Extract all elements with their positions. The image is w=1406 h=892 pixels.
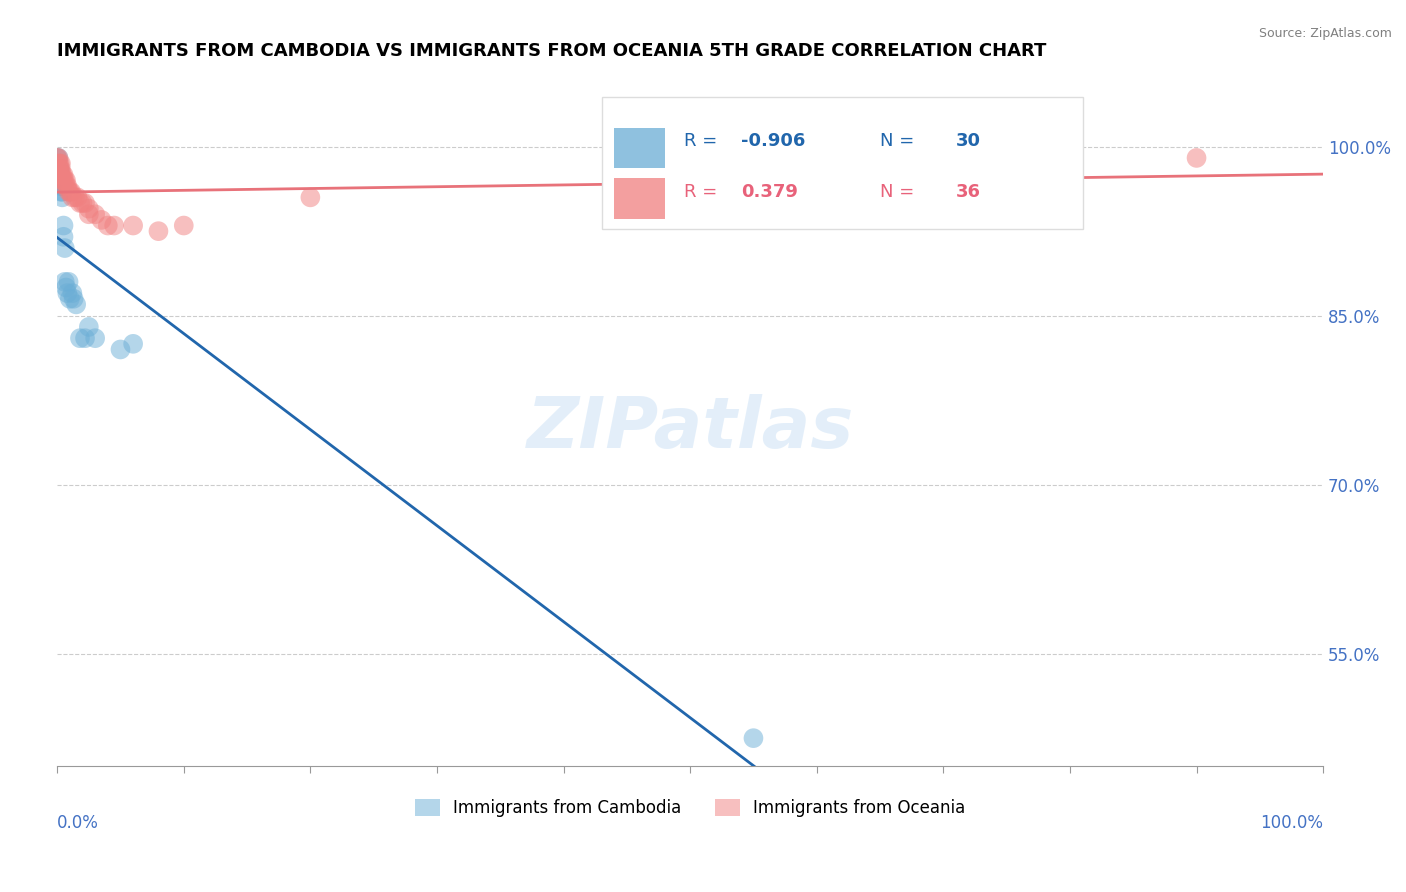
Immigrants from Oceania	[60, 190, 83, 204]
Immigrants from Cambodia	[73, 331, 96, 345]
Immigrants from Oceania	[122, 219, 145, 233]
Immigrants from Cambodia	[48, 151, 70, 165]
Text: R =: R =	[683, 132, 723, 150]
Immigrants from Cambodia	[65, 297, 87, 311]
Immigrants from Cambodia	[48, 162, 70, 177]
Immigrants from Cambodia	[60, 286, 83, 301]
Immigrants from Oceania	[48, 151, 70, 165]
Immigrants from Oceania	[66, 190, 89, 204]
Immigrants from Cambodia	[48, 168, 70, 182]
Immigrants from Oceania	[53, 173, 76, 187]
Immigrants from Cambodia	[110, 343, 132, 357]
Immigrants from Cambodia	[69, 331, 91, 345]
Immigrants from Oceania	[73, 196, 96, 211]
FancyBboxPatch shape	[614, 128, 665, 168]
Immigrants from Cambodia	[46, 151, 69, 165]
Text: -0.906: -0.906	[741, 132, 806, 150]
Immigrants from Oceania	[58, 185, 80, 199]
Immigrants from Cambodia	[84, 331, 107, 345]
Immigrants from Cambodia	[48, 168, 70, 182]
Immigrants from Oceania	[49, 162, 72, 177]
Immigrants from Cambodia	[49, 179, 72, 194]
Immigrants from Oceania	[49, 156, 72, 170]
Immigrants from Oceania	[77, 207, 100, 221]
Immigrants from Cambodia	[51, 185, 73, 199]
Text: 0.379: 0.379	[741, 183, 797, 201]
Immigrants from Oceania	[56, 179, 79, 194]
Immigrants from Oceania	[69, 196, 91, 211]
Text: 30: 30	[956, 132, 981, 150]
Immigrants from Oceania	[48, 162, 70, 177]
Immigrants from Cambodia	[52, 219, 75, 233]
Text: Source: ZipAtlas.com: Source: ZipAtlas.com	[1258, 27, 1392, 40]
Immigrants from Oceania	[148, 224, 170, 238]
Immigrants from Oceania	[173, 219, 195, 233]
Text: 100.0%: 100.0%	[1260, 814, 1323, 831]
Text: N =: N =	[880, 183, 920, 201]
Immigrants from Cambodia	[77, 320, 100, 334]
Immigrants from Oceania	[59, 185, 82, 199]
Immigrants from Oceania	[52, 168, 75, 182]
Immigrants from Oceania	[77, 202, 100, 216]
Text: 36: 36	[956, 183, 981, 201]
Immigrants from Oceania	[49, 168, 72, 182]
Immigrants from Oceania	[63, 190, 86, 204]
Immigrants from Cambodia	[59, 292, 82, 306]
Immigrants from Cambodia	[55, 280, 77, 294]
FancyBboxPatch shape	[614, 178, 665, 219]
Immigrants from Cambodia	[122, 336, 145, 351]
Immigrants from Cambodia	[51, 190, 73, 204]
Text: R =: R =	[683, 183, 723, 201]
Immigrants from Oceania	[84, 207, 107, 221]
Immigrants from Cambodia	[62, 292, 84, 306]
Immigrants from Oceania	[51, 173, 73, 187]
Immigrants from Cambodia	[52, 229, 75, 244]
Immigrants from Oceania	[299, 190, 322, 204]
Immigrants from Cambodia	[742, 731, 765, 746]
Immigrants from Oceania	[103, 219, 125, 233]
Immigrants from Cambodia	[49, 173, 72, 187]
Immigrants from Cambodia	[58, 275, 80, 289]
Immigrants from Cambodia	[49, 185, 72, 199]
Immigrants from Oceania	[60, 185, 83, 199]
Immigrants from Cambodia	[48, 173, 70, 187]
Text: IMMIGRANTS FROM CAMBODIA VS IMMIGRANTS FROM OCEANIA 5TH GRADE CORRELATION CHART: IMMIGRANTS FROM CAMBODIA VS IMMIGRANTS F…	[58, 42, 1046, 60]
Immigrants from Oceania	[55, 173, 77, 187]
FancyBboxPatch shape	[602, 97, 1083, 229]
Immigrants from Oceania	[1185, 151, 1208, 165]
Immigrants from Oceania	[90, 213, 112, 227]
Immigrants from Oceania	[72, 196, 94, 211]
Immigrants from Cambodia	[51, 179, 73, 194]
Text: 0.0%: 0.0%	[58, 814, 98, 831]
Immigrants from Oceania	[51, 168, 73, 182]
Text: ZIPatlas: ZIPatlas	[526, 394, 853, 463]
Immigrants from Oceania	[48, 156, 70, 170]
Immigrants from Oceania	[52, 173, 75, 187]
Text: N =: N =	[880, 132, 920, 150]
Immigrants from Cambodia	[56, 286, 79, 301]
Immigrants from Oceania	[48, 156, 70, 170]
Immigrants from Cambodia	[53, 275, 76, 289]
Legend: Immigrants from Cambodia, Immigrants from Oceania: Immigrants from Cambodia, Immigrants fro…	[406, 790, 974, 826]
Immigrants from Oceania	[55, 179, 77, 194]
Immigrants from Oceania	[97, 219, 120, 233]
Immigrants from Oceania	[46, 151, 69, 165]
Immigrants from Cambodia	[53, 241, 76, 255]
